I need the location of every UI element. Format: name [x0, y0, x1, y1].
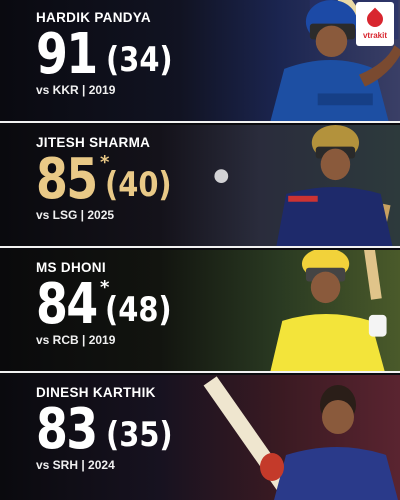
stat-card-jitesh-sharma: JITESH SHARMA 85 * (40) vs LSG | 2025 [0, 125, 400, 248]
score-line: 84 * (48) [36, 277, 184, 333]
not-out-star: * [99, 277, 110, 298]
vtrakit-logo: vtrakit [356, 2, 394, 46]
stat-text: MS DHONI 84 * (48) vs RCB | 2019 [36, 260, 184, 347]
runs: 91 [36, 22, 98, 87]
stat-card-dinesh-karthik: DINESH KARTHIK 83 (35) vs SRH | 2024 [0, 375, 400, 500]
runs: 85 [36, 147, 98, 212]
match-info: vs KKR | 2019 [36, 83, 116, 97]
balls: (35) [105, 415, 173, 455]
score-line: 85 * (40) [36, 152, 184, 208]
balls: (34) [105, 40, 173, 80]
player-name: DINESH KARTHIK [36, 385, 156, 400]
stat-card-ms-dhoni: MS DHONI 84 * (48) vs RCB | 2019 [0, 250, 400, 373]
player-photo-jitesh [214, 125, 393, 246]
player-name: HARDIK PANDYA [36, 10, 151, 25]
logo-text: vtrakit [362, 30, 387, 40]
match-info: vs RCB | 2019 [36, 333, 116, 347]
player-photo-dhoni [270, 250, 387, 371]
stat-text: DINESH KARTHIK 83 (35) vs SRH | 2024 [36, 385, 184, 472]
logo-drop-icon [363, 7, 387, 30]
balls: (48) [105, 290, 173, 330]
match-info: vs LSG | 2025 [36, 208, 115, 222]
player-name: JITESH SHARMA [36, 135, 151, 150]
balls: (40) [105, 165, 173, 205]
stat-text: HARDIK PANDYA 91 (34) vs KKR | 2019 [36, 10, 184, 97]
stat-text: JITESH SHARMA 85 * (40) vs LSG | 2025 [36, 135, 184, 222]
stat-card-hardik-pandya: HARDIK PANDYA 91 (34) vs KKR | 2019 vtra… [0, 0, 400, 123]
player-photo-karthik [203, 376, 398, 500]
not-out-star: * [99, 152, 110, 173]
match-info: vs SRH | 2024 [36, 458, 115, 472]
runs: 83 [36, 397, 98, 462]
player-name: MS DHONI [36, 260, 106, 275]
runs: 84 [36, 272, 98, 337]
score-line: 91 (34) [36, 27, 184, 83]
score-line: 83 (35) [36, 402, 184, 458]
